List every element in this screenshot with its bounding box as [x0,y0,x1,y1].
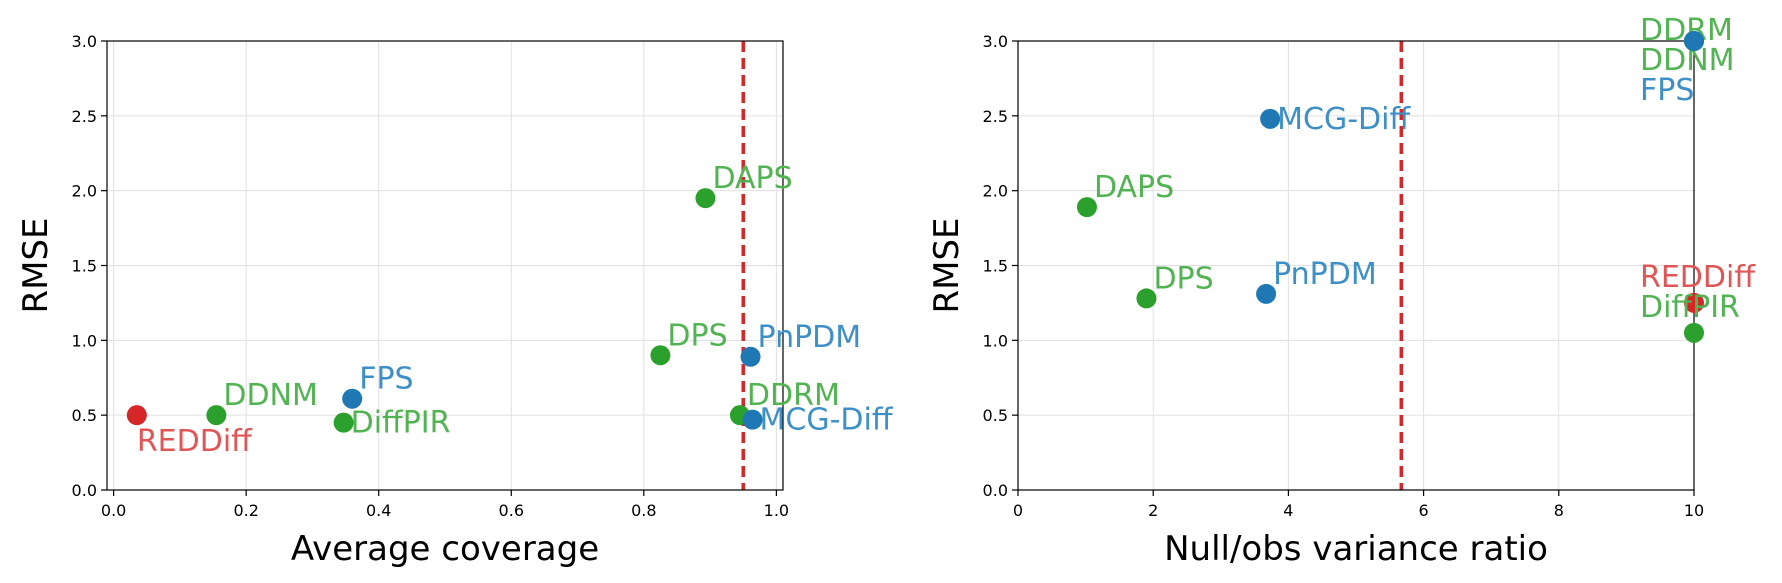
y-tick-label: 0.5 [983,406,1008,425]
x-tick-label: 10 [1684,501,1704,520]
point-label-ddnm: DDNM [223,378,318,413]
point-label-ddrm: DDRM [747,378,840,413]
coverage-panel: 0.0 0.2 0.4 0.6 0.8 1.0 0.0 0.5 1.0 1.5 2.0 2.5 3.0 A… [16,32,894,569]
point-label-mcg-diff: MCG-Diff [760,403,894,438]
y-tick-label: 1.5 [72,257,97,276]
point-daps [1076,197,1097,218]
x-tick-label: 1.0 [764,501,789,520]
x-tick-label: 0.6 [499,501,524,520]
point-mcg-diff [742,409,763,430]
point-ddnm [206,405,227,426]
point-label-fps: FPS [359,362,413,397]
point-pnpdm [1256,283,1277,304]
point-label-mcg-diff: MCG-Diff [1277,102,1411,137]
y-tick-label: 2.0 [72,182,97,201]
x-axis-label: Null/obs variance ratio [1164,529,1548,569]
x-axis-label: Average coverage [291,529,599,569]
point-daps [695,188,716,209]
x-tick-label: 0.2 [233,501,258,520]
y-tick-label: 1.0 [983,331,1008,350]
y-tick-label: 3.0 [72,32,97,51]
y-tick-label: 0.5 [72,406,97,425]
x-tick-label: 0.8 [631,501,656,520]
point-dps [1136,288,1157,309]
point-diffpir [333,412,354,433]
y-tick-label: 0.0 [983,481,1008,500]
point-label-reddiff: REDDiff [137,424,253,459]
y-tick-label: 1.5 [983,257,1008,276]
point-label-diffpir: DiffPIR [351,406,451,441]
y-tick-label: 2.5 [72,107,97,126]
x-tick-label: 0 [1013,501,1023,520]
point-label-diffpir: DiffPIR [1640,290,1740,325]
point-diffpir [1684,322,1704,343]
point-fps [342,388,363,409]
point-reddiff [1684,292,1704,313]
y-axis-label: RMSE [927,217,967,313]
point-label-daps: DAPS [712,161,792,196]
point-label-daps: DAPS [1094,170,1174,205]
point-label-fps: FPS [1640,73,1694,108]
point-pnpdm [740,346,761,367]
point-label-dps: DPS [1153,261,1213,296]
y-tick-label: 0.0 [72,481,97,500]
point-label-pnpdm: PnPDM [1273,257,1377,292]
y-tick-label: 2.5 [983,107,1008,126]
y-tick-label: 2.0 [983,182,1008,201]
point-reddiff [126,405,147,426]
variance-ratio-panel: 0 2 4 6 8 10 0.0 0.5 1.0 1.5 2.0 2.5 3.0 Null/obs var… [927,13,1756,569]
x-tick-label: 0.0 [101,501,126,520]
x-tick-label: 6 [1419,501,1429,520]
point-label-reddiff: REDDiff [1640,260,1756,295]
y-tick-label: 3.0 [983,32,1008,51]
x-tick-label: 0.4 [366,501,391,520]
x-tick-label: 4 [1283,501,1293,520]
point-label-dps: DPS [667,318,727,353]
x-tick-label: 2 [1148,501,1158,520]
point-label-ddnm: DDNM [1640,43,1735,78]
point-mcg-diff [1260,108,1281,129]
x-tick-label: 8 [1554,501,1564,520]
y-tick-label: 1.0 [72,331,97,350]
point-dps [650,345,671,366]
y-axis-label: RMSE [16,217,56,313]
point-fps [1684,31,1704,51]
point-label-pnpdm: PnPDM [758,320,862,355]
